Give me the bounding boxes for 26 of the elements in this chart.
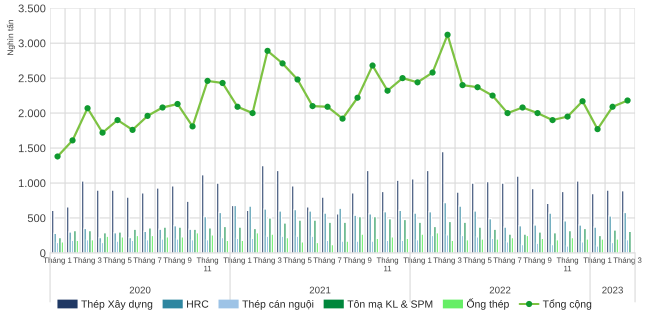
y-tick-label: 3.500 <box>18 4 46 12</box>
legend-label: Thép Xây dựng <box>81 300 152 310</box>
y-tick-label: 1.500 <box>18 144 46 152</box>
legend-label: Tôn mạ KL & SPM <box>347 300 432 310</box>
bar <box>600 238 604 253</box>
y-axis-title: Nghìn tấn <box>6 20 15 55</box>
legend-label: HRC <box>187 300 208 308</box>
bar <box>60 241 64 253</box>
y-tick-label: 1.000 <box>18 179 46 188</box>
bar <box>105 235 110 253</box>
y-tick-label: 2.500 <box>18 74 46 82</box>
bar <box>255 232 260 253</box>
bar <box>510 236 514 253</box>
y-tick-label: 2.000 <box>18 109 46 118</box>
text: 2020 <box>130 286 150 294</box>
bar <box>525 234 530 253</box>
bar <box>195 232 200 253</box>
text: 2023 <box>602 286 623 294</box>
text: 2021 <box>310 286 330 294</box>
y-tick-label: 3.000 <box>18 39 46 48</box>
legend-label: Ống thép <box>466 298 509 310</box>
y-tick-label: 500 <box>28 214 46 222</box>
legend-label: Tổng cộng <box>542 299 592 310</box>
text: 2022 <box>490 286 510 294</box>
y-tick-label: 0 <box>40 249 46 258</box>
legend-label: Thép cán nguội <box>242 300 314 310</box>
